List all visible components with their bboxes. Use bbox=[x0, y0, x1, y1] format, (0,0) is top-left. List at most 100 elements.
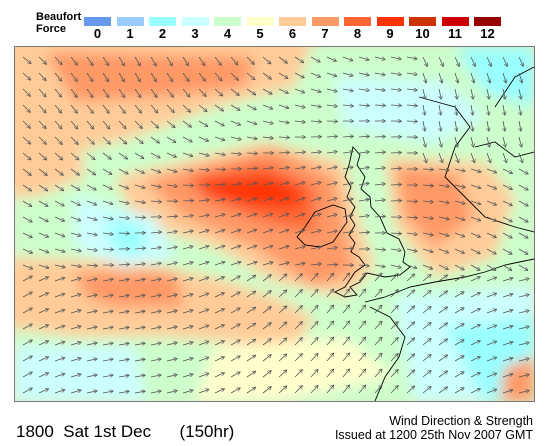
wind-arrow-icon bbox=[374, 56, 385, 59]
legend-swatch-force-9 bbox=[376, 17, 404, 26]
wind-arrow-icon bbox=[86, 152, 95, 159]
legend-swatch-force-11 bbox=[441, 17, 469, 26]
wind-arrow-icon bbox=[278, 121, 289, 123]
wind-arrow-icon bbox=[262, 198, 273, 202]
wind-arrow-icon bbox=[358, 337, 366, 346]
wind-arrow-icon bbox=[198, 152, 209, 156]
wind-arrow-icon bbox=[38, 293, 48, 298]
wind-arrow-icon bbox=[342, 321, 349, 330]
wind-arrow-icon bbox=[454, 276, 464, 282]
wind-arrow-icon bbox=[502, 152, 507, 162]
wind-arrow-icon bbox=[326, 136, 337, 137]
wind-arrow-icon bbox=[102, 56, 109, 65]
wind-arrow-icon bbox=[182, 262, 193, 266]
wind-arrow-icon bbox=[262, 275, 271, 282]
wind-arrow-icon bbox=[198, 294, 208, 298]
wind-arrow-icon bbox=[22, 56, 31, 63]
wind-arrow-icon bbox=[390, 168, 401, 169]
wind-arrow-icon bbox=[374, 152, 385, 153]
wind-arrow-icon bbox=[342, 215, 353, 217]
wind-arrow-icon bbox=[230, 324, 240, 330]
wind-arrow-icon bbox=[470, 293, 480, 298]
wind-arrow-icon bbox=[22, 372, 32, 378]
wind-arrow-icon bbox=[486, 184, 496, 189]
wind-arrow-icon bbox=[438, 275, 447, 282]
wind-arrow-icon bbox=[118, 104, 125, 113]
wind-arrow-icon bbox=[70, 278, 81, 282]
wind-arrow-icon bbox=[439, 88, 441, 99]
wind-arrow-icon bbox=[518, 184, 528, 190]
wind-arrow-icon bbox=[134, 152, 144, 158]
wind-arrow-icon bbox=[134, 343, 145, 345]
wind-arrow-icon bbox=[358, 199, 369, 201]
wind-arrow-icon bbox=[470, 325, 480, 330]
wind-arrow-icon bbox=[54, 88, 61, 97]
wind-arrow-icon bbox=[182, 278, 193, 282]
wind-arrow-icon bbox=[182, 231, 193, 233]
legend-label-force-10: 10 bbox=[415, 26, 430, 41]
wind-arrow-icon bbox=[102, 88, 109, 97]
wind-arrow-icon bbox=[454, 356, 464, 362]
wind-arrow-icon bbox=[390, 249, 401, 251]
wind-arrow-icon bbox=[198, 215, 209, 217]
wind-arrow-icon bbox=[118, 233, 129, 234]
wind-arrow-icon bbox=[214, 230, 225, 234]
wind-arrow-icon bbox=[70, 104, 77, 113]
wind-arrow-icon bbox=[502, 358, 513, 362]
wind-arrow-icon bbox=[38, 248, 48, 252]
wind-arrow-icon bbox=[422, 185, 433, 186]
wind-arrow-icon bbox=[486, 168, 496, 173]
wind-arrow-icon bbox=[310, 306, 318, 314]
wind-arrow-icon bbox=[246, 214, 257, 218]
wind-arrow-icon bbox=[278, 104, 289, 108]
wind-arrow-icon bbox=[310, 105, 321, 107]
wind-arrow-icon bbox=[246, 153, 257, 154]
wind-arrow-icon bbox=[38, 152, 46, 160]
wind-arrow-icon bbox=[70, 72, 77, 81]
wind-arrow-icon bbox=[438, 264, 448, 269]
wind-arrow-icon bbox=[182, 120, 191, 127]
wind-arrow-icon bbox=[502, 216, 512, 222]
wind-arrow-icon bbox=[102, 279, 113, 281]
wind-arrow-icon bbox=[294, 230, 305, 234]
wind-arrow-icon bbox=[502, 248, 512, 254]
legend-swatch-force-5 bbox=[246, 17, 274, 26]
wind-arrow-icon bbox=[134, 359, 145, 361]
wind-arrow-icon bbox=[86, 359, 97, 361]
wind-arrow-icon bbox=[86, 136, 94, 144]
wind-arrow-icon bbox=[278, 274, 287, 282]
wind-arrow-icon bbox=[230, 230, 240, 234]
wind-arrow-icon bbox=[54, 374, 64, 378]
wind-arrow-icon bbox=[182, 294, 193, 298]
wind-arrow-icon bbox=[487, 88, 489, 99]
wind-arrow-icon bbox=[86, 279, 97, 281]
wind-arrow-icon bbox=[278, 246, 289, 250]
wind-arrow-icon bbox=[134, 56, 140, 66]
wind-arrow-icon bbox=[38, 389, 48, 394]
wind-arrow-icon bbox=[294, 88, 304, 93]
wind-arrow-icon bbox=[358, 273, 366, 282]
wind-arrow-icon bbox=[438, 216, 449, 219]
wind-arrow-icon bbox=[454, 152, 459, 162]
wind-arrow-icon bbox=[230, 199, 241, 202]
wind-arrow-icon bbox=[438, 248, 448, 253]
wind-arrow-icon bbox=[38, 184, 47, 191]
wind-arrow-icon bbox=[246, 340, 255, 346]
wind-arrow-icon bbox=[310, 247, 321, 249]
wind-arrow-icon bbox=[246, 308, 255, 314]
wind-arrow-icon bbox=[182, 246, 193, 250]
wind-arrow-icon bbox=[358, 183, 369, 185]
wind-arrow-icon bbox=[310, 88, 321, 92]
wind-arrow-icon bbox=[310, 72, 320, 77]
wind-arrow-icon bbox=[326, 321, 334, 330]
wind-arrow-icon bbox=[214, 136, 225, 140]
legend-swatch-force-0 bbox=[84, 17, 111, 26]
wind-arrow-icon bbox=[102, 249, 113, 250]
wind-arrow-icon bbox=[310, 152, 321, 153]
wind-arrow-icon bbox=[38, 88, 46, 97]
wind-arrow-icon bbox=[214, 262, 225, 266]
wind-arrow-icon bbox=[150, 232, 161, 233]
wind-arrow-icon bbox=[358, 385, 366, 394]
legend-swatch-force-6 bbox=[279, 17, 306, 26]
wind-arrow-icon bbox=[278, 72, 288, 78]
